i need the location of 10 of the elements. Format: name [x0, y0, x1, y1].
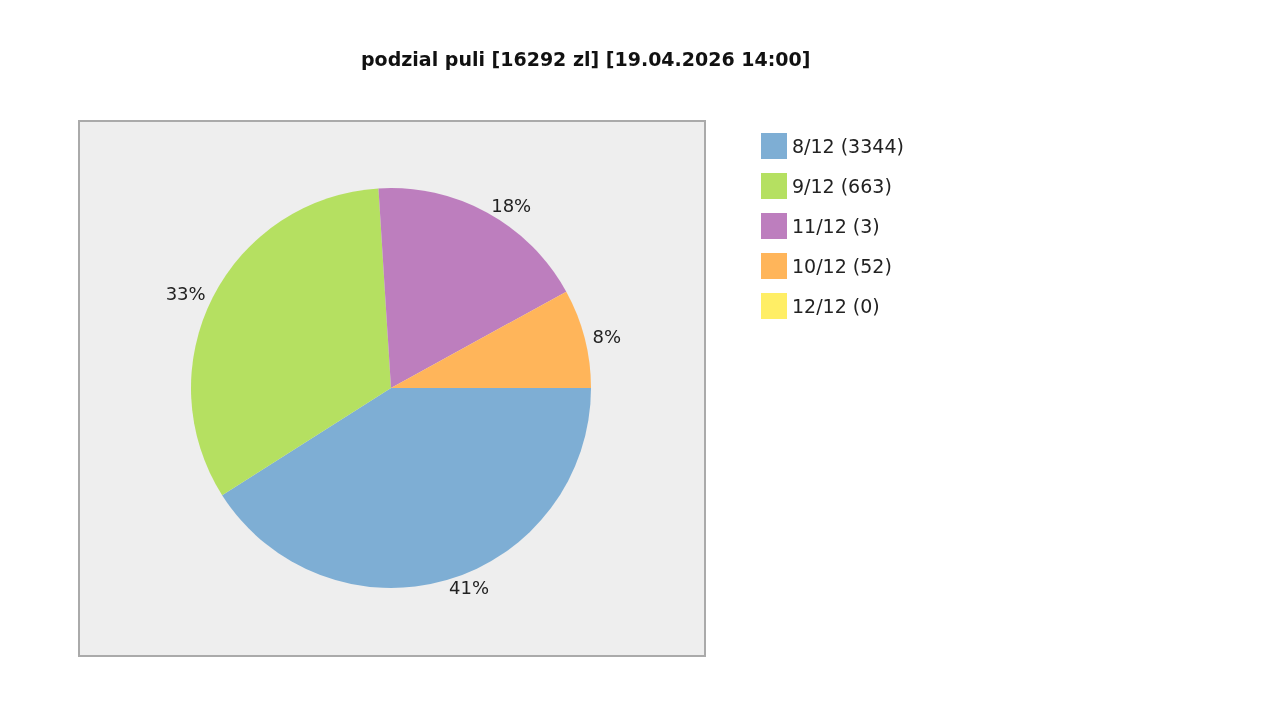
- legend-label: 8/12 (3344): [792, 135, 904, 157]
- legend-label: 9/12 (663): [792, 175, 892, 197]
- legend-label: 11/12 (3): [792, 215, 880, 237]
- data-label: 8%: [592, 325, 622, 347]
- data-label: 41%: [449, 577, 490, 599]
- data-label: 18%: [491, 195, 532, 217]
- legend-label: 10/12 (52): [792, 255, 892, 277]
- chart-title: podzial puli [16292 zl] [19.04.2026 14:00]: [361, 47, 811, 70]
- data-label: 33%: [165, 283, 206, 305]
- legend-label: 12/12 (0): [792, 295, 880, 317]
